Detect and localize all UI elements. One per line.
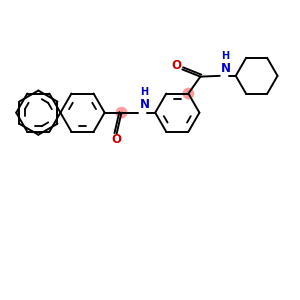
Text: H: H bbox=[221, 51, 229, 62]
Text: O: O bbox=[112, 133, 122, 146]
Text: N: N bbox=[221, 62, 231, 75]
Circle shape bbox=[116, 107, 127, 118]
Text: N: N bbox=[140, 98, 150, 111]
Text: H: H bbox=[140, 87, 148, 98]
Text: O: O bbox=[171, 59, 181, 72]
Circle shape bbox=[183, 88, 194, 99]
